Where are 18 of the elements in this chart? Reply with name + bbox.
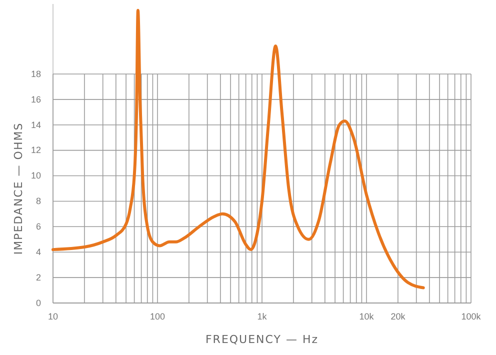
y-tick-label: 6 xyxy=(36,222,41,232)
x-tick-label: 20k xyxy=(390,311,406,322)
y-tick-label: 0 xyxy=(36,298,41,308)
y-tick-label: 8 xyxy=(36,196,41,206)
x-tick-label: 100 xyxy=(150,311,166,322)
y-tick-label: 14 xyxy=(30,120,41,130)
y-tick-label: 10 xyxy=(30,170,41,181)
y-tick-label: 16 xyxy=(30,94,41,104)
y-axis-title: IMPEDANCE — OHMS xyxy=(12,122,25,255)
y-tick-label: 12 xyxy=(30,145,41,156)
x-axis-title: FREQUENCY — Hz xyxy=(205,333,319,346)
y-tick-label: 2 xyxy=(36,272,41,282)
x-tick-label: 10 xyxy=(48,311,58,322)
y-tick-label: 18 xyxy=(30,68,41,79)
x-tick-label: 1k xyxy=(257,311,268,322)
y-tick-label: 4 xyxy=(36,246,41,257)
x-tick-label: 100k xyxy=(461,311,482,322)
x-tick-label: 10k xyxy=(359,311,374,322)
